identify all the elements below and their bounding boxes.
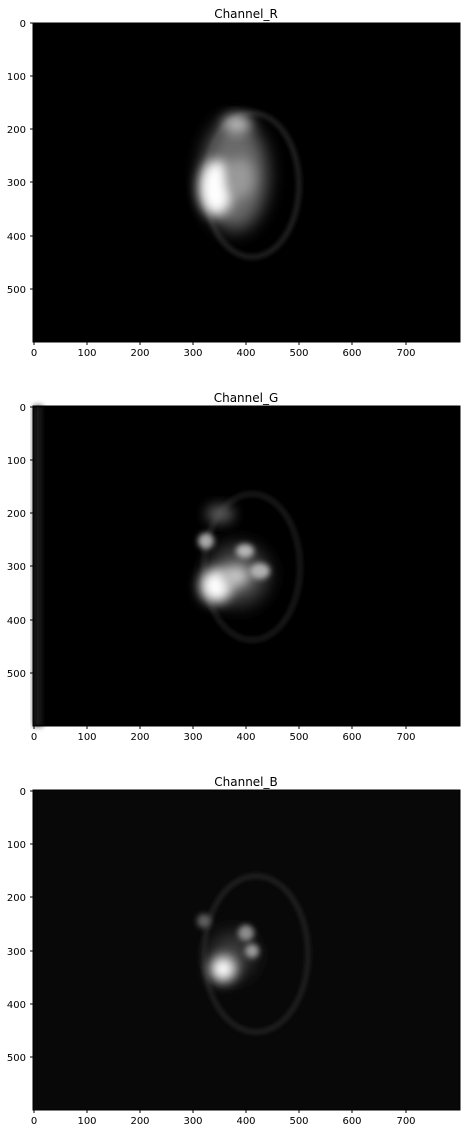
panel-title: Channel_B xyxy=(214,775,278,789)
y-tick-label: 0 xyxy=(20,403,26,414)
faint-ring xyxy=(202,492,302,642)
x-axis: 0 100 200 300 400 500 600 700 xyxy=(31,726,416,743)
mid-blob xyxy=(226,158,254,198)
y-tick-label: 300 xyxy=(7,562,26,573)
x-tick-label: 400 xyxy=(236,1116,255,1127)
y-tick-label: 0 xyxy=(20,787,26,798)
x-tick-label: 100 xyxy=(77,1116,96,1127)
x-tick-label: 200 xyxy=(130,1116,149,1127)
panel-title: Channel_G xyxy=(214,391,279,405)
y-tick-label: 100 xyxy=(7,840,26,851)
x-tick-label: 300 xyxy=(183,348,202,359)
panel-title: Channel_R xyxy=(214,7,278,21)
y-tick-label: 500 xyxy=(7,285,26,296)
y-tick-label: 400 xyxy=(7,1000,26,1011)
image-area xyxy=(32,789,461,1111)
x-tick-label: 600 xyxy=(342,732,361,743)
x-tick-label: 700 xyxy=(396,1116,415,1127)
x-axis: 0 100 200 300 400 500 600 700 xyxy=(31,342,416,359)
x-tick-label: 500 xyxy=(289,732,308,743)
panel-channel-g: Channel_G 0 100 200 xyxy=(7,391,461,743)
panel-channel-r: Channel_R 0 100 200 300 400 xyxy=(7,7,461,359)
upper-spot xyxy=(223,115,251,133)
x-tick-label: 500 xyxy=(289,1116,308,1127)
y-axis: 0 100 200 300 400 500 xyxy=(7,19,33,296)
y-tick-label: 500 xyxy=(7,669,26,680)
y-tick-label: 300 xyxy=(7,947,26,958)
x-tick-label: 100 xyxy=(77,732,96,743)
x-tick-label: 300 xyxy=(183,1116,202,1127)
y-tick-label: 500 xyxy=(7,1053,26,1064)
y-tick-label: 0 xyxy=(20,19,26,30)
x-tick-label: 400 xyxy=(236,732,255,743)
y-tick-label: 100 xyxy=(7,456,26,467)
x-tick-label: 400 xyxy=(236,348,255,359)
y-tick-label: 200 xyxy=(7,125,26,136)
panel-channel-b: Channel_B 0 100 200 300 xyxy=(7,775,461,1127)
x-tick-label: 0 xyxy=(31,1116,37,1127)
mid-blob xyxy=(222,565,250,587)
upper-spot xyxy=(238,925,254,941)
arm-spot xyxy=(236,544,254,558)
y-tick-label: 300 xyxy=(7,178,26,189)
x-tick-label: 700 xyxy=(396,348,415,359)
x-tick-label: 500 xyxy=(289,348,308,359)
bright-blob xyxy=(210,956,236,982)
x-tick-label: 600 xyxy=(342,348,361,359)
upper-left-spot xyxy=(197,914,211,928)
small-spot xyxy=(198,533,214,549)
left-edge-band xyxy=(34,406,42,726)
y-tick-label: 400 xyxy=(7,232,26,243)
upper-dim-spot xyxy=(206,505,234,523)
x-tick-label: 700 xyxy=(396,732,415,743)
y-tick-label: 200 xyxy=(7,893,26,904)
x-axis: 0 100 200 300 400 500 600 700 xyxy=(31,1110,416,1127)
x-tick-label: 600 xyxy=(342,1116,361,1127)
right-spot xyxy=(245,944,259,958)
faint-ring xyxy=(202,874,310,1034)
image-area xyxy=(32,405,461,727)
x-tick-label: 200 xyxy=(130,732,149,743)
right-spot xyxy=(250,563,270,579)
y-tick-label: 100 xyxy=(7,72,26,83)
y-axis: 0 100 200 300 400 500 xyxy=(7,403,33,680)
x-tick-label: 0 xyxy=(31,732,37,743)
x-tick-label: 200 xyxy=(130,348,149,359)
x-tick-label: 300 xyxy=(183,732,202,743)
y-axis: 0 100 200 300 400 500 xyxy=(7,787,33,1064)
y-tick-label: 400 xyxy=(7,616,26,627)
x-tick-label: 100 xyxy=(77,348,96,359)
bright-blob xyxy=(199,160,233,216)
x-tick-label: 0 xyxy=(31,348,37,359)
y-tick-label: 200 xyxy=(7,509,26,520)
image-area xyxy=(32,22,461,343)
